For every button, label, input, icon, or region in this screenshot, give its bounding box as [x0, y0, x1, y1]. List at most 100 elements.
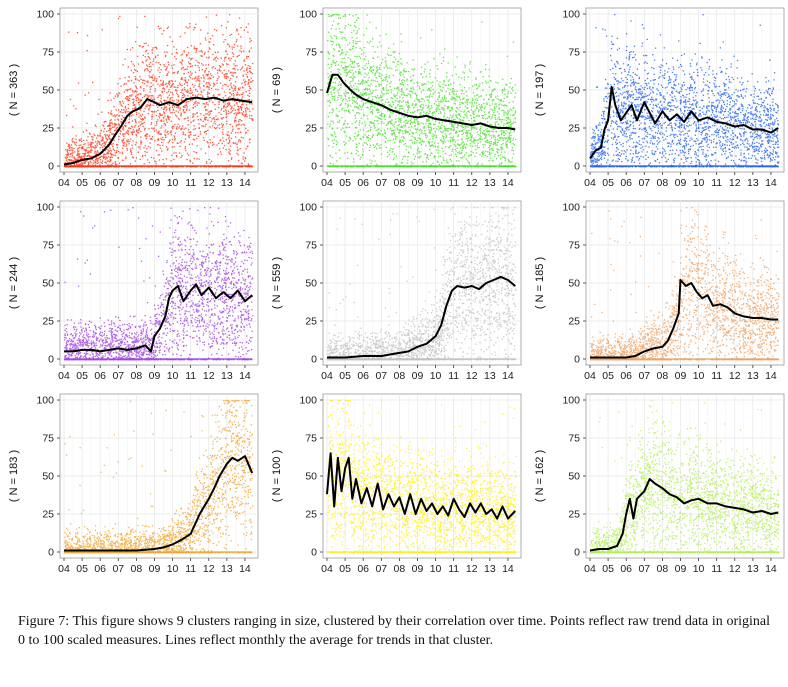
scatter-point [89, 151, 91, 153]
scatter-point [134, 106, 137, 108]
scatter-point [353, 161, 355, 163]
scatter-point [237, 108, 239, 111]
scatter-point [214, 120, 216, 123]
scatter-point [242, 74, 244, 76]
scatter-point [121, 100, 124, 102]
scatter-point [399, 129, 402, 131]
scatter-point [395, 163, 397, 165]
scatter-point [485, 135, 487, 137]
scatter-point [332, 54, 334, 56]
scatter-point [224, 39, 226, 41]
scatter-point [236, 102, 238, 104]
scatter-point [252, 108, 254, 110]
scatter-point [118, 123, 120, 125]
scatter-point [86, 159, 88, 162]
scatter-point [68, 31, 70, 33]
scatter-point [127, 139, 129, 141]
scatter-point [192, 120, 194, 122]
scatter-point [456, 90, 458, 92]
scatter-point [357, 83, 359, 85]
scatter-point [400, 83, 402, 85]
scatter-point [67, 156, 69, 159]
scatter-point [386, 66, 388, 68]
scatter-point [358, 104, 361, 107]
scatter-point [457, 113, 460, 115]
scatter-point [155, 129, 158, 131]
scatter-point [183, 106, 185, 108]
scatter-point [112, 115, 114, 117]
scatter-point [169, 110, 171, 112]
scatter-point [356, 98, 359, 100]
scatter-point [152, 104, 154, 106]
scatter-point [347, 157, 349, 159]
scatter-point [113, 97, 115, 99]
scatter-point [73, 156, 75, 158]
scatter-point [379, 73, 381, 75]
scatter-point [130, 131, 132, 133]
scatter-point [469, 139, 471, 141]
scatter-point [110, 112, 112, 114]
scatter-point [337, 68, 339, 70]
scatter-point [405, 148, 407, 151]
scatter-point [137, 96, 139, 99]
scatter-point [215, 118, 217, 121]
scatter-point [135, 111, 138, 113]
scatter-point [505, 83, 507, 85]
scatter-point [118, 115, 121, 117]
scatter-point [117, 156, 119, 158]
scatter-point [127, 131, 129, 133]
scatter-point [214, 108, 216, 110]
scatter-point [233, 96, 235, 98]
scatter-point [361, 154, 364, 156]
scatter-point [373, 106, 375, 108]
scatter-point [508, 138, 511, 140]
scatter-point [506, 55, 509, 57]
scatter-point [163, 90, 166, 92]
scatter-point [245, 114, 247, 116]
scatter-point [153, 102, 155, 104]
scatter-point [93, 146, 95, 149]
scatter-point [204, 106, 207, 108]
scatter-point [163, 163, 165, 165]
scatter-point [92, 81, 94, 84]
scatter-point [216, 144, 218, 146]
scatter-point [506, 146, 508, 149]
scatter-point [341, 49, 343, 51]
scatter-point [359, 57, 362, 59]
scatter-point [386, 122, 389, 124]
scatter-point [413, 141, 415, 143]
scatter-point [110, 153, 112, 155]
scatter-point [229, 34, 231, 36]
scatter-point [163, 112, 165, 114]
scatter-point [456, 131, 458, 133]
scatter-point [144, 94, 147, 96]
scatter-point [423, 84, 425, 86]
scatter-point [383, 89, 385, 91]
scatter-point [162, 158, 164, 161]
scatter-point [336, 14, 338, 16]
scatter-point [328, 125, 331, 127]
scatter-point [134, 119, 137, 121]
scatter-point [194, 98, 196, 100]
scatter-point [246, 67, 248, 69]
scatter-point [165, 83, 167, 85]
scatter-point [196, 112, 198, 114]
scatter-point [78, 155, 80, 157]
scatter-point [216, 29, 218, 32]
scatter-point [349, 86, 351, 88]
scatter-point [212, 76, 214, 78]
scatter-point [227, 76, 229, 78]
scatter-point [384, 140, 386, 143]
scatter-point [503, 105, 505, 107]
scatter-point [491, 159, 493, 162]
scatter-point [408, 151, 410, 153]
scatter-point [357, 107, 359, 109]
scatter-point [506, 114, 508, 116]
scatter-point [376, 109, 378, 112]
scatter-point [485, 68, 487, 70]
scatter-point [484, 123, 486, 125]
scatter-point [157, 138, 159, 140]
scatter-point [183, 51, 185, 53]
scatter-point [138, 132, 140, 134]
scatter-point [327, 73, 329, 75]
